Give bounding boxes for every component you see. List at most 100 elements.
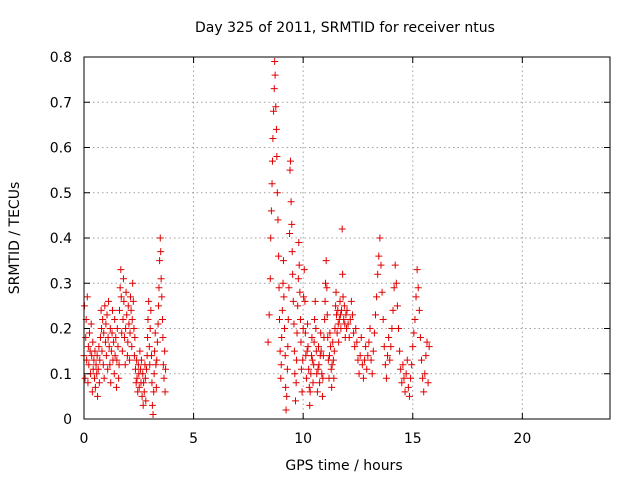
y-axis-label: SRMTID / TECUs bbox=[7, 182, 23, 295]
data-point bbox=[104, 365, 112, 373]
data-point bbox=[401, 388, 409, 396]
data-point bbox=[364, 352, 372, 360]
data-point bbox=[397, 365, 405, 373]
data-point bbox=[266, 275, 274, 283]
data-point bbox=[304, 320, 312, 328]
data-point bbox=[117, 293, 125, 301]
data-point bbox=[90, 356, 98, 364]
data-point bbox=[321, 297, 329, 305]
data-point bbox=[414, 284, 422, 292]
data-point bbox=[87, 320, 95, 328]
data-point bbox=[340, 315, 348, 323]
data-point bbox=[115, 361, 123, 369]
data-point bbox=[311, 297, 319, 305]
data-point bbox=[84, 379, 92, 387]
data-point bbox=[278, 334, 286, 342]
data-point bbox=[375, 252, 383, 260]
data-point bbox=[134, 388, 142, 396]
data-point bbox=[156, 234, 164, 242]
data-point bbox=[125, 320, 133, 328]
data-point bbox=[107, 379, 115, 387]
data-point bbox=[359, 374, 367, 382]
data-point bbox=[121, 361, 129, 369]
data-point bbox=[273, 189, 281, 197]
data-point bbox=[291, 370, 299, 378]
data-point bbox=[425, 343, 433, 351]
data-point bbox=[144, 334, 152, 342]
data-point bbox=[279, 257, 287, 265]
data-point bbox=[309, 379, 317, 387]
data-point bbox=[326, 329, 334, 337]
data-point bbox=[100, 329, 108, 337]
data-point bbox=[297, 365, 305, 373]
data-point bbox=[389, 306, 397, 314]
y-tick-label: 0.8 bbox=[50, 50, 72, 66]
data-point bbox=[319, 352, 327, 360]
data-point bbox=[418, 356, 426, 364]
data-point bbox=[286, 229, 294, 237]
data-point bbox=[92, 361, 100, 369]
x-tick-label: 15 bbox=[404, 431, 422, 447]
data-point bbox=[129, 297, 137, 305]
data-point bbox=[339, 293, 347, 301]
data-point bbox=[323, 311, 331, 319]
data-point bbox=[265, 311, 273, 319]
y-tick-label: 0 bbox=[63, 412, 72, 428]
data-point bbox=[147, 306, 155, 314]
data-point bbox=[390, 284, 398, 292]
data-point bbox=[106, 325, 114, 332]
data-point bbox=[308, 356, 316, 364]
data-point bbox=[98, 325, 106, 332]
data-point bbox=[129, 279, 137, 287]
data-point bbox=[388, 325, 396, 332]
data-point bbox=[304, 343, 312, 351]
data-point bbox=[323, 284, 331, 292]
data-point bbox=[301, 329, 309, 337]
data-point bbox=[150, 370, 158, 378]
data-point bbox=[351, 343, 359, 351]
data-point bbox=[350, 329, 358, 337]
data-point bbox=[89, 338, 97, 346]
data-point bbox=[376, 234, 384, 242]
data-point bbox=[268, 180, 276, 188]
data-point bbox=[395, 325, 403, 332]
data-point bbox=[289, 297, 297, 305]
data-point bbox=[140, 379, 148, 387]
data-point bbox=[141, 374, 149, 382]
y-tick-label: 0.4 bbox=[50, 231, 72, 247]
data-point bbox=[299, 356, 307, 364]
data-point bbox=[317, 347, 325, 355]
data-point bbox=[289, 270, 297, 278]
data-point bbox=[387, 343, 395, 351]
data-point bbox=[157, 248, 165, 256]
data-point bbox=[144, 315, 152, 323]
data-point bbox=[396, 347, 404, 355]
data-point bbox=[287, 198, 295, 206]
data-point bbox=[136, 347, 144, 355]
data-point bbox=[415, 306, 423, 314]
data-point bbox=[131, 334, 139, 342]
data-point bbox=[83, 293, 91, 301]
data-point bbox=[276, 347, 284, 355]
data-point bbox=[119, 275, 127, 283]
data-point bbox=[85, 361, 93, 369]
data-point bbox=[413, 266, 421, 274]
data-point bbox=[295, 239, 303, 247]
data-point bbox=[283, 365, 291, 373]
data-point bbox=[318, 392, 326, 400]
data-point bbox=[282, 406, 290, 414]
data-point bbox=[336, 297, 344, 305]
y-tick-label: 0.5 bbox=[50, 186, 72, 202]
data-point bbox=[284, 315, 292, 323]
data-point bbox=[152, 361, 160, 369]
data-point bbox=[385, 334, 393, 342]
data-point bbox=[347, 297, 355, 305]
data-point bbox=[330, 374, 338, 382]
data-point bbox=[424, 379, 432, 387]
data-point bbox=[119, 315, 127, 323]
data-point bbox=[310, 338, 318, 346]
data-point bbox=[316, 379, 324, 387]
data-point bbox=[264, 338, 272, 346]
data-point bbox=[271, 58, 279, 66]
data-point bbox=[124, 338, 132, 346]
